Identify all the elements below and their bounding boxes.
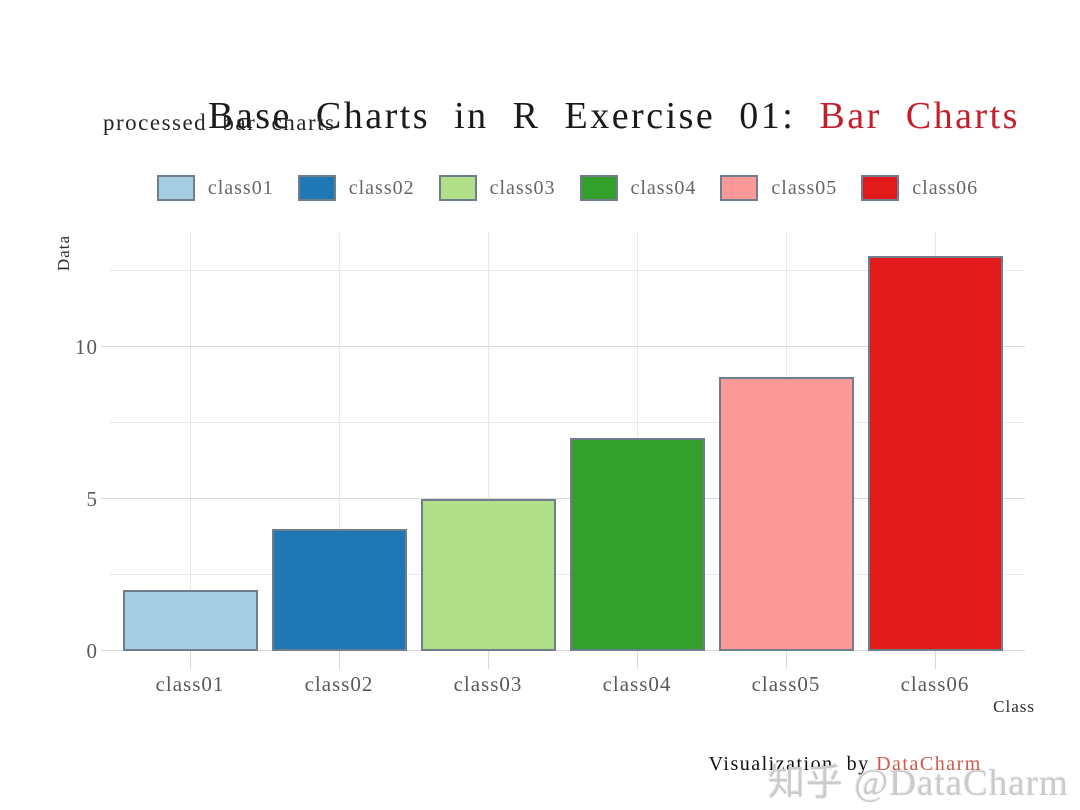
legend-swatch	[720, 175, 759, 201]
y-tick-mark	[101, 346, 110, 347]
chart-title-main: Base Charts in R Exercise 01:	[208, 95, 820, 137]
vertical-gridline	[190, 233, 191, 651]
x-tick-mark	[935, 651, 936, 669]
legend-item-class02: class02	[297, 175, 415, 201]
legend-item-class01: class01	[156, 175, 274, 201]
legend-swatch	[156, 175, 195, 201]
y-axis-title: Data	[54, 235, 73, 272]
legend-swatch	[297, 175, 336, 201]
x-tick-mark	[488, 651, 489, 669]
x-tick-label: class04	[602, 672, 672, 696]
major-gridline	[110, 346, 1025, 347]
bar-class06	[867, 256, 1003, 651]
legend: class01 class02 class03 class04 class05 class…	[110, 172, 1025, 204]
credit-brand: DataCharm	[876, 753, 982, 775]
x-tick-label: class06	[900, 672, 970, 696]
bar-class04	[569, 438, 705, 651]
x-axis-title: Class	[993, 697, 1035, 716]
bar-class01	[122, 590, 258, 651]
x-tick-mark	[637, 651, 638, 669]
y-tick-label: 10	[75, 335, 98, 359]
legend-item-class03: class03	[438, 175, 556, 201]
legend-label: class04	[630, 176, 697, 199]
y-tick-label: 5	[86, 487, 98, 511]
legend-label: class06	[912, 176, 979, 199]
legend-item-class04: class04	[579, 175, 697, 201]
credit-text: Visualization by	[708, 753, 877, 775]
legend-label: class05	[771, 176, 838, 199]
x-tick-label: class01	[155, 672, 225, 696]
x-tick-label: class05	[751, 672, 821, 696]
legend-item-class05: class05	[720, 175, 837, 201]
legend-swatch	[861, 175, 900, 201]
x-tick-mark	[339, 651, 340, 669]
chart-title-accent: Bar Charts	[819, 95, 1020, 137]
bar-class03	[420, 499, 556, 651]
x-tick-mark	[190, 651, 191, 669]
x-tick-mark	[786, 651, 787, 669]
vertical-gridline	[488, 233, 489, 651]
y-tick-label: 0	[86, 639, 98, 663]
minor-gridline	[110, 574, 1025, 575]
credit-line: Visualization by DataCharm	[683, 730, 982, 799]
x-tick-label: class02	[304, 672, 374, 696]
legend-swatch	[438, 175, 477, 201]
x-tick-label: class03	[453, 672, 523, 696]
legend-label: class02	[348, 176, 415, 199]
y-tick-mark	[101, 650, 110, 651]
legend-label: class01	[207, 176, 274, 199]
y-tick-mark	[101, 498, 110, 499]
minor-gridline	[110, 270, 1025, 271]
bar-class05	[718, 377, 854, 651]
legend-item-class06: class06	[861, 175, 978, 201]
major-gridline	[110, 498, 1025, 499]
major-gridline	[110, 650, 1025, 651]
chart-title: Base Charts in R Exercise 01: Bar Charts	[112, 50, 1020, 182]
chart-subtitle: processed bar charts	[103, 110, 336, 135]
bar-class02	[271, 529, 407, 651]
watermark: 知乎 @DataCharm	[768, 763, 1069, 804]
plot-area: 0 5 10 class01 class02 class03 class04 class05…	[75, 233, 1025, 696]
legend-swatch	[579, 175, 618, 201]
minor-gridline	[110, 422, 1025, 423]
vertical-gridline	[339, 233, 340, 651]
legend-label: class03	[489, 176, 556, 199]
